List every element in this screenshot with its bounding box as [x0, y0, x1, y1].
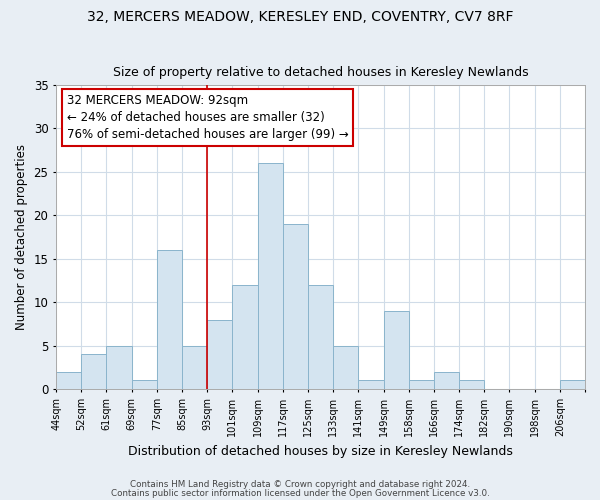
Bar — [131, 380, 157, 389]
Bar — [56, 372, 81, 389]
Bar — [257, 163, 283, 389]
Bar — [358, 380, 383, 389]
X-axis label: Distribution of detached houses by size in Keresley Newlands: Distribution of detached houses by size … — [128, 444, 513, 458]
Bar — [157, 250, 182, 389]
Bar — [459, 380, 484, 389]
Bar — [283, 224, 308, 389]
Bar — [232, 285, 257, 389]
Y-axis label: Number of detached properties: Number of detached properties — [15, 144, 28, 330]
Text: Contains HM Land Registry data © Crown copyright and database right 2024.: Contains HM Land Registry data © Crown c… — [130, 480, 470, 489]
Bar — [81, 354, 106, 389]
Bar — [409, 380, 434, 389]
Bar — [207, 320, 232, 389]
Bar — [106, 346, 131, 389]
Text: Contains public sector information licensed under the Open Government Licence v3: Contains public sector information licen… — [110, 490, 490, 498]
Bar — [383, 311, 409, 389]
Title: Size of property relative to detached houses in Keresley Newlands: Size of property relative to detached ho… — [113, 66, 529, 80]
Bar — [560, 380, 585, 389]
Bar — [182, 346, 207, 389]
Text: 32, MERCERS MEADOW, KERESLEY END, COVENTRY, CV7 8RF: 32, MERCERS MEADOW, KERESLEY END, COVENT… — [87, 10, 513, 24]
Bar — [434, 372, 459, 389]
Bar — [333, 346, 358, 389]
Text: 32 MERCERS MEADOW: 92sqm
← 24% of detached houses are smaller (32)
76% of semi-d: 32 MERCERS MEADOW: 92sqm ← 24% of detach… — [67, 94, 349, 141]
Bar — [308, 285, 333, 389]
